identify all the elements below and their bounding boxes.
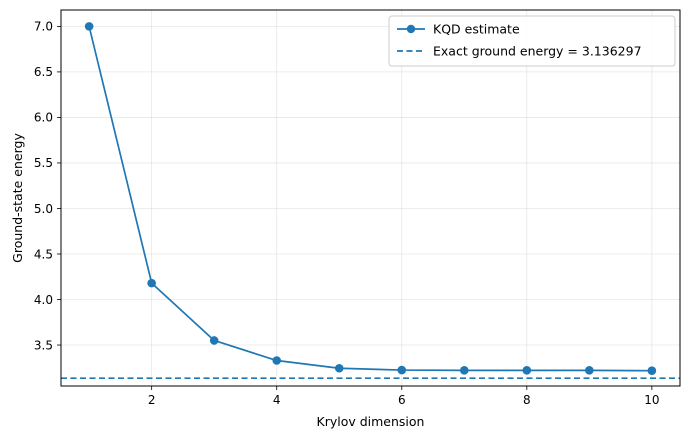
x-axis-ticks: 2 4 6 8 10: [148, 386, 660, 407]
data-point: [84, 22, 94, 31]
legend-entry-kqd-estimate: KQD estimate: [433, 22, 520, 37]
x-tick-label: 10: [644, 393, 659, 407]
data-point: [397, 365, 407, 375]
legend-entry-exact-ground-energy: Exact ground energy = 3.136297: [433, 44, 642, 59]
plot-area-frame: [60, 9, 681, 387]
y-tick-label: 4.5: [34, 247, 53, 261]
legend: KQD estimate Exact ground energy = 3.136…: [388, 15, 676, 67]
data-point: [334, 363, 344, 373]
y-tick-label: 6.5: [34, 65, 53, 79]
data-point: [585, 366, 594, 375]
y-tick-label: 5.0: [34, 202, 53, 216]
y-axis-ticks: 3.5 4.0 4.5 5.0 5.5 6.0 6.5 7.0: [34, 20, 61, 352]
data-point: [209, 336, 219, 345]
y-tick-label: 4.0: [34, 293, 53, 307]
data-point: [459, 366, 469, 375]
y-axis-label: Ground-state energy: [10, 133, 25, 263]
data-point: [147, 278, 156, 288]
series-line-kqd-estimate: [88, 26, 652, 372]
x-axis-label: Krylov dimension: [317, 414, 425, 429]
legend-box: [388, 15, 676, 67]
legend-marker-kqd-estimate: [406, 24, 416, 34]
x-tick-label: 6: [398, 393, 406, 407]
series-layer: [84, 22, 657, 376]
data-point: [647, 366, 657, 376]
data-point: [272, 356, 282, 365]
y-tick-label: 6.0: [34, 111, 53, 125]
x-tick-label: 4: [273, 393, 281, 407]
x-tick-label: 8: [523, 393, 531, 407]
x-tick-label: 2: [148, 393, 156, 407]
y-tick-label: 3.5: [34, 338, 53, 352]
y-tick-label: 7.0: [34, 20, 53, 34]
data-point: [522, 366, 532, 375]
y-tick-label: 5.5: [34, 156, 53, 170]
